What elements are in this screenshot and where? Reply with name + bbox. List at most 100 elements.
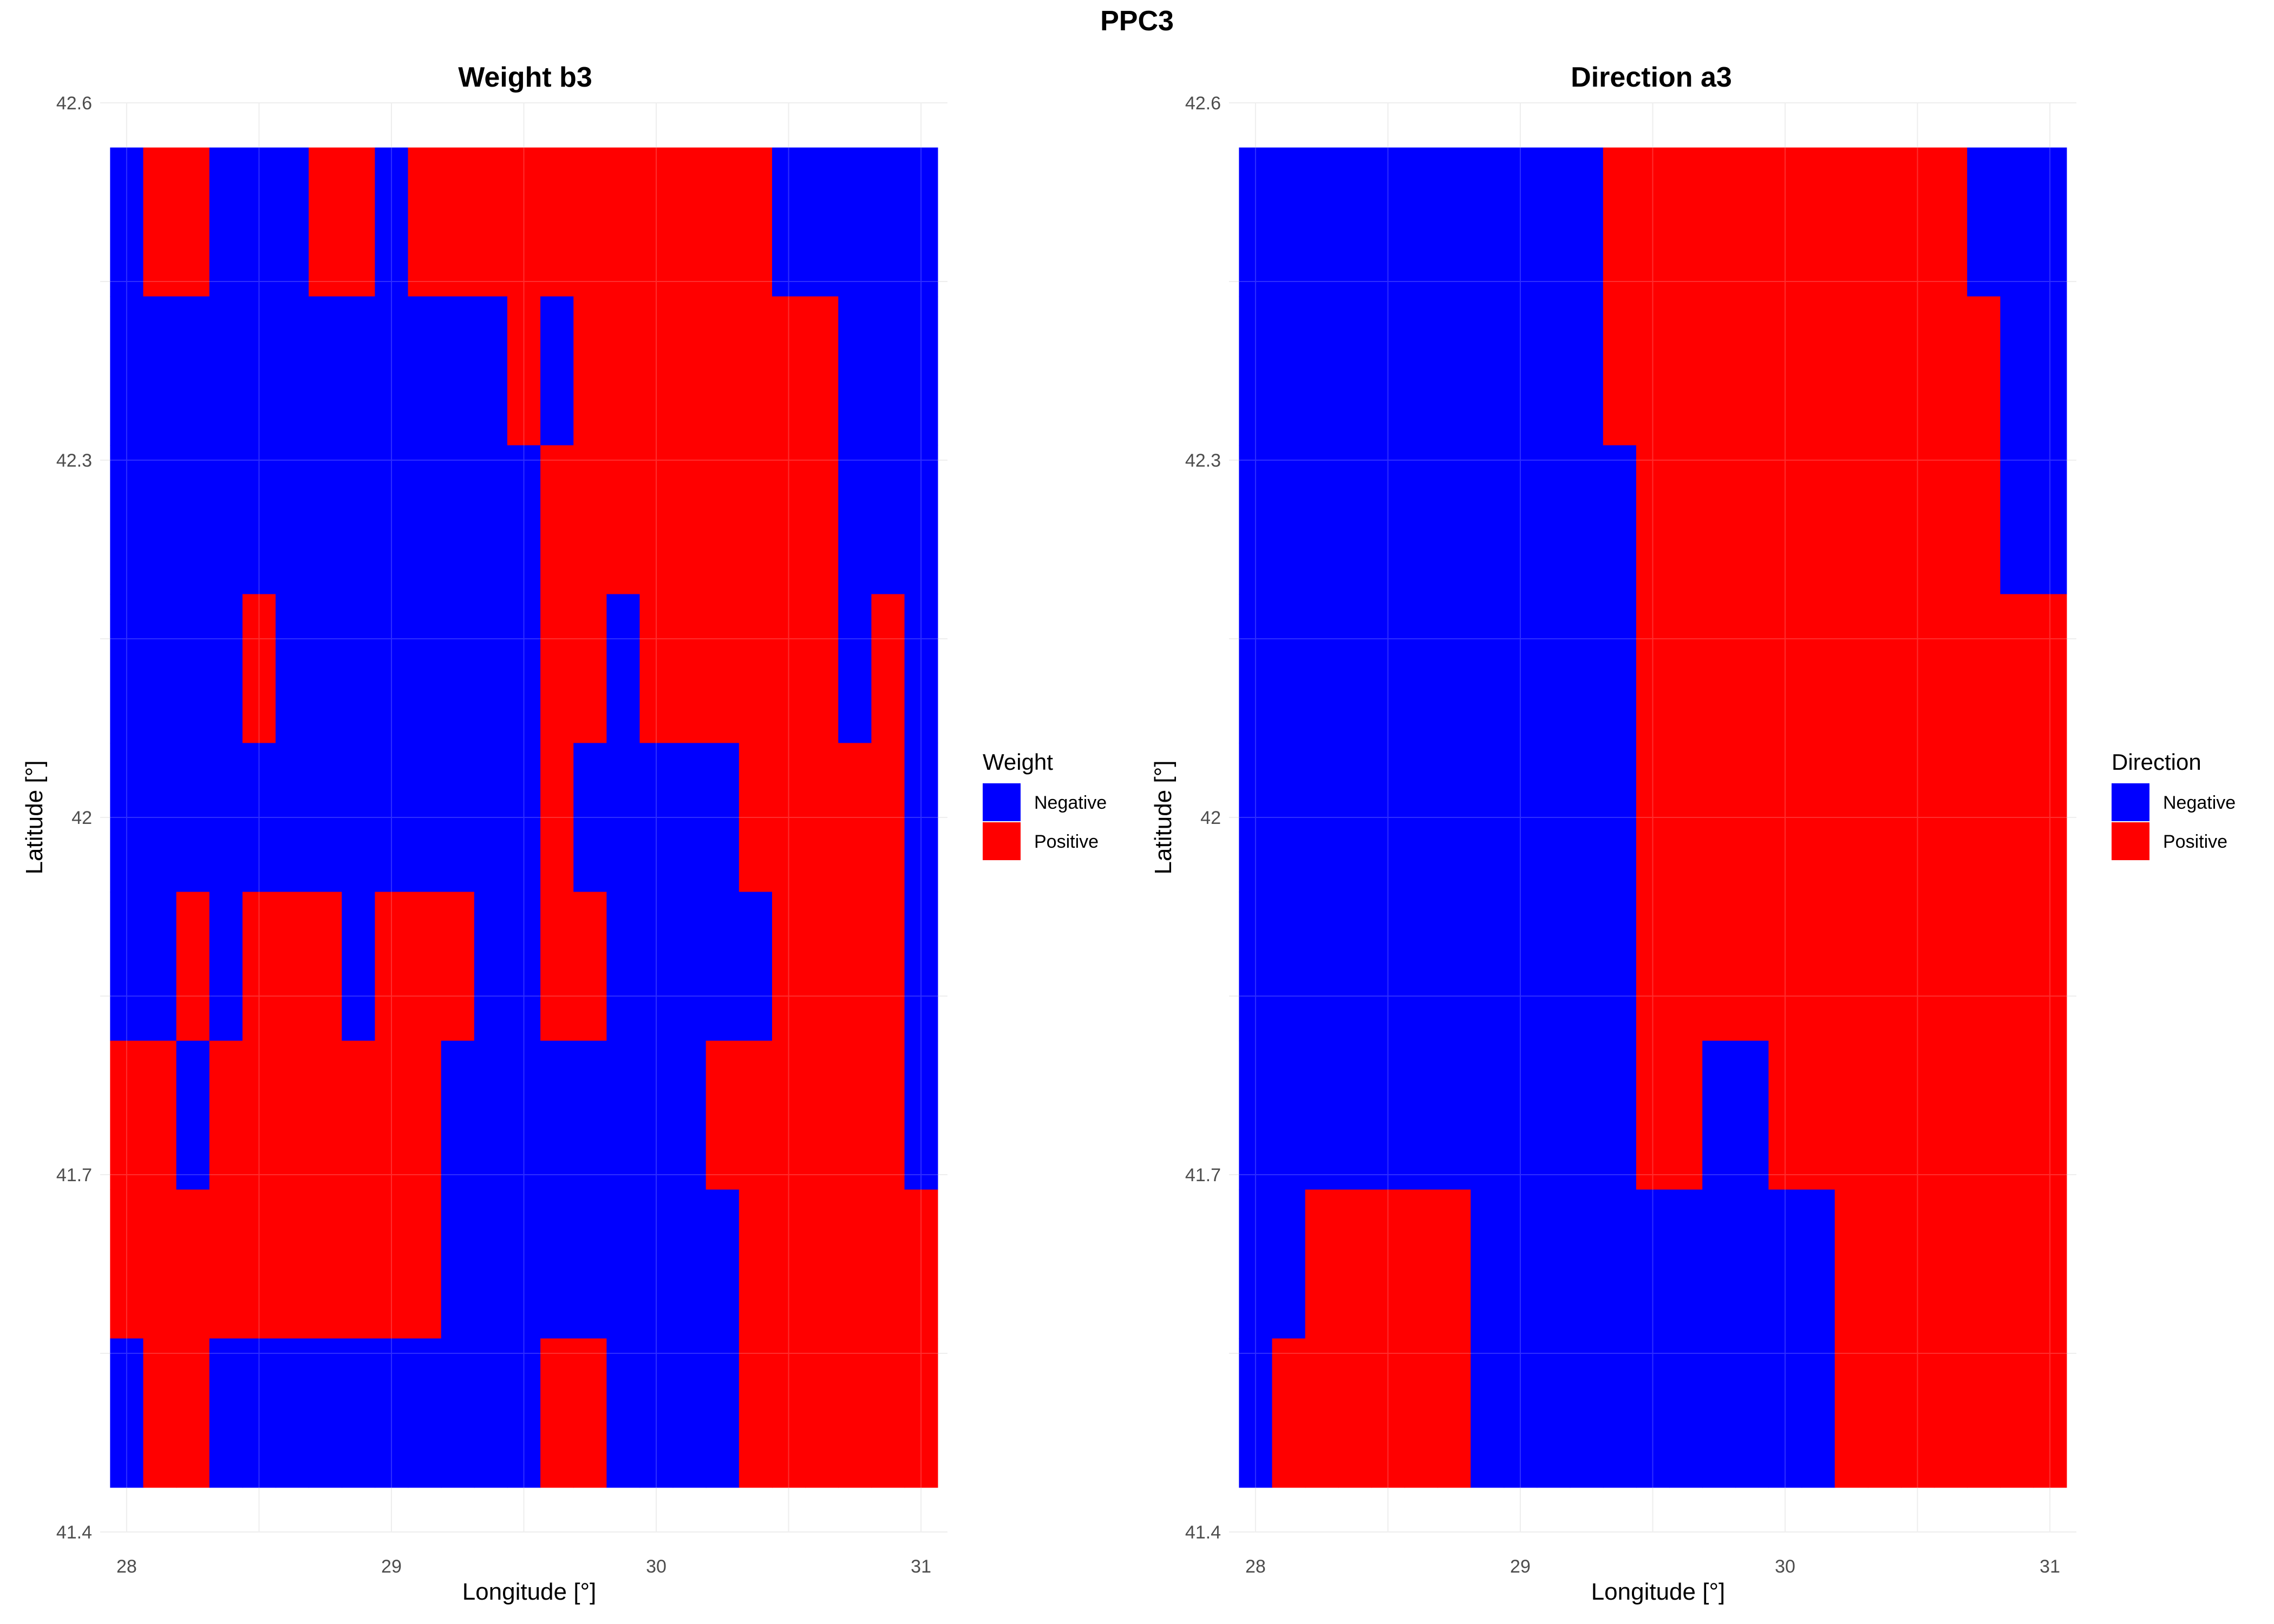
raster-cell-positive	[375, 1189, 409, 1339]
raster-cell-positive	[143, 147, 177, 297]
raster-cell-positive	[1967, 743, 2001, 893]
raster-cell-negative	[110, 594, 144, 744]
raster-cell-positive	[1735, 743, 1769, 893]
raster-cell-negative	[209, 445, 243, 595]
raster-cell-positive	[441, 147, 475, 297]
raster-cell-positive	[209, 1189, 243, 1339]
raster-cell-positive	[739, 1040, 773, 1190]
raster-cell-negative	[1437, 445, 1472, 595]
raster-cell-negative	[1272, 594, 1306, 744]
raster-cell-positive	[1735, 445, 1769, 595]
legend: Weight Negative Positive	[983, 749, 1107, 860]
raster-cell-positive	[1371, 1189, 1405, 1339]
raster-cell-negative	[904, 1040, 938, 1190]
raster-cell-negative	[1603, 1040, 1637, 1190]
raster-cell-negative	[110, 296, 144, 446]
raster-cell-negative	[1305, 1040, 1339, 1190]
legend-key-positive	[983, 822, 1021, 860]
legend-title: Weight	[983, 749, 1053, 775]
raster-cell-positive	[606, 445, 641, 595]
raster-cell-negative	[1239, 1338, 1273, 1488]
raster-cell-negative	[1272, 1189, 1306, 1339]
raster-cell-negative	[1305, 892, 1339, 1042]
raster-cell-positive	[540, 743, 574, 893]
raster-cell-negative	[1669, 1189, 1703, 1339]
raster-cell-negative	[1471, 892, 1505, 1042]
raster-cell-negative	[1305, 147, 1339, 297]
raster-cell-negative	[1371, 445, 1405, 595]
raster-cell-positive	[1702, 296, 1736, 446]
raster-cell-negative	[1338, 594, 1372, 744]
raster-cell-negative	[375, 445, 409, 595]
raster-cell-negative	[606, 1040, 641, 1190]
y-tick-label: 42.6	[1185, 93, 1221, 114]
x-axis-label: Longitude [°]	[1591, 1579, 1726, 1605]
raster-cell-positive	[1934, 445, 1968, 595]
legend: Direction Negative Positive	[2112, 749, 2236, 860]
raster-cell-positive	[2000, 1189, 2034, 1339]
raster-cell-positive	[772, 296, 806, 446]
raster-cell-negative	[375, 296, 409, 446]
raster-cell-negative	[1570, 743, 1604, 893]
raster-cell-positive	[573, 892, 607, 1042]
raster-cell-negative	[2000, 445, 2034, 595]
raster-cell-negative	[474, 1189, 508, 1339]
raster-cell-positive	[705, 147, 740, 297]
raster-cell-negative	[1570, 147, 1604, 297]
raster-cell-positive	[408, 147, 442, 297]
raster-cell-negative	[1570, 594, 1604, 744]
raster-cell-positive	[1636, 296, 1670, 446]
raster-cell-positive	[606, 296, 641, 446]
panel-weight-b3: Weight b3 28 29 30 31 41.4 41.7 42 42.3 42.6 Longi…	[21, 62, 1107, 1605]
raster-cell-negative	[1272, 1040, 1306, 1190]
raster-cell-positive	[276, 1040, 309, 1190]
raster-cell-positive	[705, 445, 740, 595]
raster-cell-positive	[871, 594, 905, 744]
raster-cell-positive	[1669, 147, 1703, 297]
raster-cell-positive	[1834, 1189, 1868, 1339]
raster-cell-negative	[1504, 296, 1538, 446]
raster-cell-positive	[2000, 743, 2034, 893]
raster-cell-negative	[1305, 296, 1339, 446]
raster-cell-positive	[1801, 892, 1835, 1042]
raster-cell-negative	[276, 1338, 309, 1488]
raster-cell-positive	[2033, 743, 2067, 893]
raster-cell-negative	[606, 594, 641, 744]
raster-cell-negative	[1437, 743, 1472, 893]
raster-cell-negative	[1272, 147, 1306, 297]
raster-cell-negative	[242, 1338, 276, 1488]
raster-cell-positive	[1768, 594, 1802, 744]
raster-cell-positive	[1404, 1338, 1438, 1488]
raster-cell-positive	[705, 296, 740, 446]
raster-cell-positive	[1636, 892, 1670, 1042]
raster-cell-negative	[1404, 445, 1438, 595]
raster-cell-positive	[1669, 445, 1703, 595]
legend-key-negative	[983, 783, 1021, 821]
raster-cell-positive	[1867, 147, 1901, 297]
raster-cell-positive	[805, 743, 839, 893]
raster-cell-negative	[441, 445, 475, 595]
raster-cell-positive	[507, 296, 541, 446]
raster-cell-positive	[309, 147, 343, 297]
raster-cell-negative	[705, 743, 740, 893]
raster-cell-negative	[408, 743, 442, 893]
raster-cell-positive	[1867, 1338, 1901, 1488]
raster-cell-positive	[342, 1040, 376, 1190]
raster-cell-positive	[838, 1040, 872, 1190]
raster-cell-negative	[110, 892, 144, 1042]
raster-cell-positive	[1867, 445, 1901, 595]
raster-cell-positive	[1801, 445, 1835, 595]
raster-cell-negative	[1338, 445, 1372, 595]
raster-cell-negative	[1437, 296, 1472, 446]
raster-cell-positive	[1834, 743, 1868, 893]
raster-cell-negative	[705, 892, 740, 1042]
grid-overlay	[1229, 102, 2076, 1533]
raster-cell-negative	[1504, 445, 1538, 595]
raster-cell-positive	[1636, 743, 1670, 893]
raster-cell-negative	[904, 147, 938, 297]
raster-cell-negative	[805, 147, 839, 297]
raster-cell-positive	[739, 1189, 773, 1339]
raster-cell-positive	[309, 892, 343, 1042]
raster-cell-positive	[176, 892, 210, 1042]
raster-cell-negative	[1338, 1040, 1372, 1190]
